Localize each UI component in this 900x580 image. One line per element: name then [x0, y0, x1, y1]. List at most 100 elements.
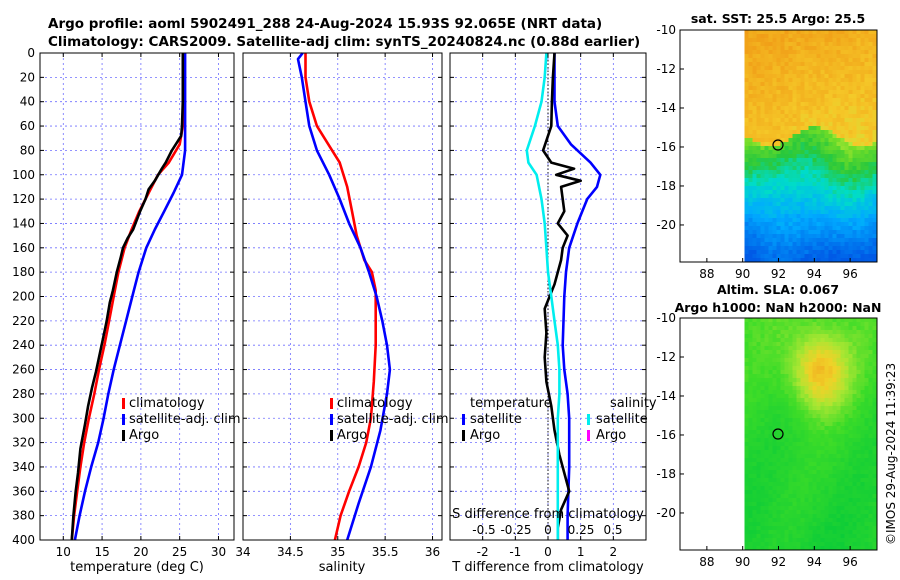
map-cell: [752, 358, 757, 363]
map-cell: [796, 442, 801, 447]
map-cell: [860, 126, 865, 131]
map-cell: [772, 150, 777, 155]
map-cell: [808, 402, 813, 407]
map-cell: [784, 418, 789, 423]
map-cell: [836, 378, 841, 383]
map-cell: [800, 350, 805, 355]
map-cell: [744, 374, 749, 379]
map-cell: [788, 470, 793, 475]
map-cell: [776, 414, 781, 419]
map-cell: [796, 534, 801, 539]
map-cell: [840, 186, 845, 191]
map-cell: [836, 346, 841, 351]
map-cell: [760, 366, 765, 371]
map-cell: [772, 450, 777, 455]
map-cell: [872, 150, 877, 155]
map-cell: [808, 218, 813, 223]
map-cell: [804, 454, 809, 459]
map-cell: [776, 366, 781, 371]
map-cell: [768, 166, 773, 171]
map-cell: [820, 150, 825, 155]
map-cell: [760, 110, 765, 115]
map-cell: [836, 466, 841, 471]
map-cell: [768, 82, 773, 87]
map-cell: [748, 422, 753, 427]
map-cell: [832, 146, 837, 151]
map-cell: [836, 434, 841, 439]
map-cell: [856, 202, 861, 207]
map-cell: [844, 330, 849, 335]
map-cell: [788, 54, 793, 59]
map-cell: [748, 42, 753, 47]
map-cell: [744, 50, 749, 55]
map-cell: [828, 162, 833, 167]
map-cell: [772, 394, 777, 399]
map-cell: [864, 346, 869, 351]
map-cell: [784, 98, 789, 103]
map-cell: [844, 394, 849, 399]
map-cell: [816, 318, 821, 323]
map-cell: [744, 246, 749, 251]
map-cell: [800, 530, 805, 535]
map-cell: [788, 166, 793, 171]
map-cell: [820, 510, 825, 515]
map-cell: [872, 462, 877, 467]
map-cell: [844, 386, 849, 391]
map-cell: [824, 402, 829, 407]
map-cell: [836, 510, 841, 515]
map-cell: [848, 218, 853, 223]
map-cell: [840, 342, 845, 347]
map-cell: [752, 406, 757, 411]
map-cell: [804, 90, 809, 95]
map-cell: [780, 238, 785, 243]
map-cell: [788, 386, 793, 391]
map-cell: [784, 326, 789, 331]
map-cell: [780, 542, 785, 547]
map-cell: [864, 382, 869, 387]
map-cell: [860, 138, 865, 143]
map-cell: [844, 198, 849, 203]
map-cell: [788, 542, 793, 547]
map-cell: [796, 154, 801, 159]
map-cell: [744, 158, 749, 163]
map-cell: [824, 398, 829, 403]
map-cell: [852, 98, 857, 103]
map-cell: [768, 138, 773, 143]
map-cell: [752, 334, 757, 339]
map-cell: [808, 546, 813, 550]
map-cell: [872, 182, 877, 187]
map-cell: [752, 418, 757, 423]
map-cell: [844, 342, 849, 347]
map-cell: [836, 106, 841, 111]
map-cell: [840, 354, 845, 359]
map-cell: [792, 130, 797, 135]
map-cell: [856, 510, 861, 515]
map-cell: [816, 154, 821, 159]
map-cell: [820, 502, 825, 507]
map-cell: [748, 230, 753, 235]
map-cell: [752, 134, 757, 139]
map-cell: [864, 454, 869, 459]
map-cell: [812, 250, 817, 255]
map-cell: [812, 182, 817, 187]
map-cell: [864, 198, 869, 203]
map-cell: [748, 530, 753, 535]
map-cell: [764, 410, 769, 415]
map-cell: [852, 382, 857, 387]
map-x-tick-label: 88: [699, 555, 714, 569]
map-cell: [816, 402, 821, 407]
map-cell: [804, 174, 809, 179]
map-cell: [872, 202, 877, 207]
map-cell: [796, 130, 801, 135]
map-cell: [752, 518, 757, 523]
map-cell: [852, 78, 857, 83]
map-cell: [848, 442, 853, 447]
map-cell: [784, 462, 789, 467]
map-cell: [776, 422, 781, 427]
map-cell: [832, 214, 837, 219]
map-cell: [820, 370, 825, 375]
map-cell: [820, 498, 825, 503]
map-cell: [776, 382, 781, 387]
map-cell: [804, 462, 809, 467]
map-cell: [860, 114, 865, 119]
